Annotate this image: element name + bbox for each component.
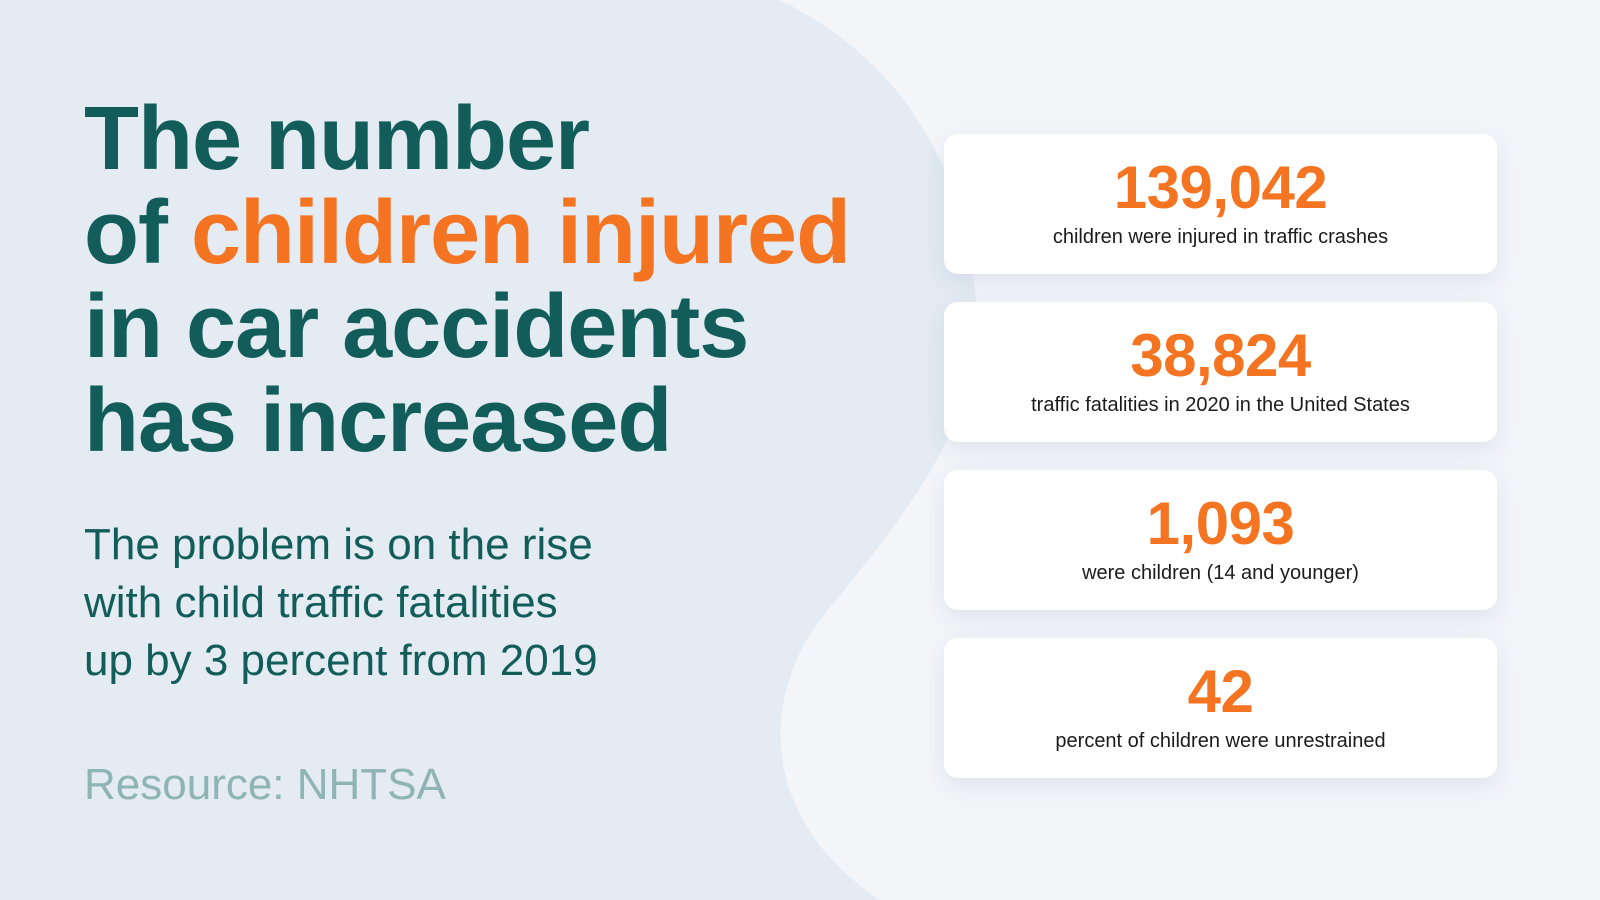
headline-line-4: has increased [84, 371, 672, 471]
stat-label: percent of children were unrestrained [1055, 730, 1386, 752]
stat-value: 38,824 [1130, 322, 1311, 389]
subheading: The problem is on the rise with child tr… [84, 516, 724, 690]
stat-card-unrestrained: 42 percent of children were unrestrained [944, 638, 1497, 778]
stat-value: 42 [1187, 658, 1254, 725]
stat-cards: 139,042 children were injured in traffic… [944, 134, 1497, 806]
headline: The number of children injured in car ac… [84, 92, 904, 468]
source-credit: Resource: NHTSA [84, 760, 446, 809]
stat-card-fatalities: 38,824 traffic fatalities in 2020 in the… [944, 302, 1497, 442]
stat-card-children: 1,093 were children (14 and younger) [944, 470, 1497, 610]
stat-card-injured: 139,042 children were injured in traffic… [944, 134, 1497, 274]
headline-line-3: in car accidents [84, 277, 749, 377]
stat-label: were children (14 and younger) [1082, 562, 1359, 584]
stat-label: children were injured in traffic crashes [1052, 226, 1389, 248]
subheading-line-3: up by 3 percent from 2019 [84, 636, 598, 685]
subheading-line-1: The problem is on the rise [84, 520, 593, 569]
headline-line-1: The number [84, 89, 590, 189]
stat-label: traffic fatalities in 2020 in the United… [1031, 394, 1410, 416]
left-panel-curve [0, 0, 977, 900]
headline-highlight: children injured [190, 183, 851, 283]
left-column: The number of children injured in car ac… [84, 92, 904, 468]
stat-value: 139,042 [1113, 154, 1328, 221]
headline-line-2-prefix: of [84, 183, 191, 283]
stat-value: 1,093 [1146, 490, 1295, 557]
subheading-line-2: with child traffic fatalities [84, 578, 558, 627]
headline-line-2: of children injured [84, 186, 904, 280]
